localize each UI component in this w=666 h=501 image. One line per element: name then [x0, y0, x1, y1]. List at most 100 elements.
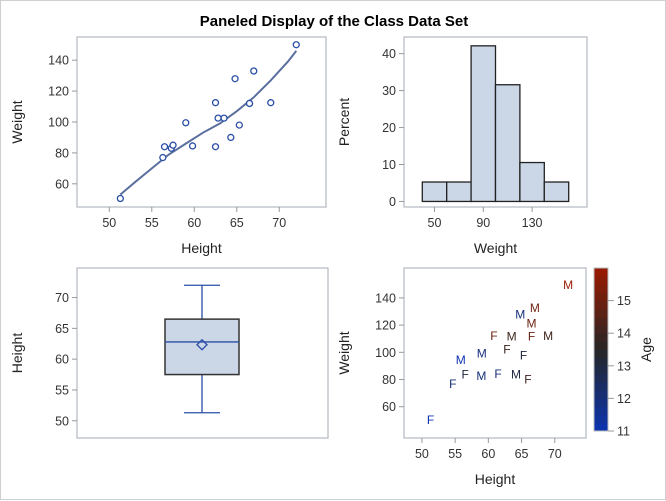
x-tick-label: 65 — [515, 447, 529, 461]
panel-2: 0 10 20 30 40 50 90 130 Weight Percent — [336, 36, 588, 256]
data-point-label: F — [490, 329, 497, 343]
colorbar-segment — [594, 373, 608, 383]
data-point — [188, 142, 197, 150]
mean-marker — [196, 338, 208, 351]
x-tick-label: 70 — [272, 216, 286, 230]
data-point — [159, 153, 167, 162]
data-point — [235, 121, 243, 129]
colorbar-segment — [594, 398, 608, 408]
data-point — [116, 194, 124, 203]
x-tick-label: 55 — [145, 216, 159, 230]
data-point-label: F — [427, 413, 434, 427]
data-point-label: M — [477, 347, 487, 361]
histogram-bar — [421, 181, 448, 203]
data-point-label: M — [456, 353, 466, 367]
data-point-label: M — [511, 368, 521, 382]
colorbar-segment — [594, 300, 608, 310]
colorbar-segment — [594, 308, 608, 318]
data-point — [169, 141, 177, 149]
y-axis-label: Percent — [336, 98, 352, 146]
x-axis-label: Weight — [474, 240, 517, 256]
colorbar-segment — [594, 406, 608, 416]
panel-1: 60 80 100 120 140 50 55 60 65 70 Height Weight — [9, 36, 327, 256]
x-tick-label: 130 — [522, 216, 543, 230]
y-tick-label: 55 — [55, 383, 69, 397]
colorbar-segment — [594, 316, 608, 326]
data-point — [250, 67, 258, 75]
colorbar-segment — [594, 365, 608, 375]
colorbar-segment — [594, 268, 608, 277]
colorbar-segment — [594, 325, 608, 334]
box-iqr — [164, 318, 240, 376]
x-axis-label: Height — [181, 240, 222, 256]
colorbar-tick-label: 15 — [617, 294, 631, 308]
y-tick-label: 20 — [382, 121, 396, 135]
y-tick-label: 50 — [55, 414, 69, 428]
x-tick-label: 55 — [448, 447, 462, 461]
histogram-bar — [446, 181, 472, 203]
data-point-label: M — [543, 329, 553, 343]
data-point-label: F — [494, 367, 501, 381]
data-point-label: F — [524, 372, 531, 386]
colorbar-segment — [594, 284, 608, 293]
colorbar-frame — [593, 267, 609, 432]
y-axis-label: Height — [9, 333, 25, 374]
y-tick-label: 80 — [382, 373, 396, 387]
y-tick-label: 140 — [48, 54, 69, 68]
x-axis-label: Height — [475, 471, 516, 487]
plot-frame — [76, 36, 327, 208]
data-point-label: M — [507, 329, 517, 343]
colorbar-segment — [594, 292, 608, 302]
colorbar-tick-label: 13 — [617, 359, 631, 373]
x-tick-label: 50 — [102, 216, 116, 230]
data-point — [214, 114, 222, 122]
data-point-label: M — [530, 301, 540, 315]
colorbar-segment — [594, 349, 608, 359]
x-tick-label: 50 — [415, 447, 429, 461]
y-tick-label: 120 — [375, 319, 396, 333]
colorbar-segment — [594, 390, 608, 399]
data-point — [231, 75, 239, 83]
y-tick-label: 60 — [55, 353, 69, 367]
data-point-label: M — [527, 317, 537, 331]
plot-frame — [403, 267, 587, 439]
data-point — [160, 143, 169, 151]
data-point — [220, 114, 228, 122]
y-tick-label: 10 — [382, 158, 396, 172]
histogram-bar — [470, 45, 497, 203]
data-point-label: F — [461, 368, 468, 382]
y-tick-label: 60 — [382, 400, 396, 414]
colorbar-segment — [594, 414, 608, 424]
data-point-label: F — [503, 342, 510, 356]
y-tick-label: 0 — [389, 195, 396, 209]
data-point-label: F — [520, 349, 527, 363]
data-point — [292, 41, 300, 49]
chart-title: Paneled Display of the Class Data Set — [200, 13, 468, 30]
data-point-label: F — [449, 377, 456, 391]
data-point — [245, 99, 254, 108]
y-tick-label: 120 — [48, 85, 69, 99]
colorbar-tick-label: 11 — [617, 425, 630, 439]
colorbar-segment — [594, 357, 608, 367]
y-tick-label: 65 — [55, 322, 69, 336]
data-point — [182, 119, 190, 127]
colorbar-label: Age — [638, 337, 654, 362]
y-tick-label: 60 — [55, 177, 69, 191]
colorbar-segment — [594, 382, 608, 391]
y-axis-label: Weight — [336, 331, 352, 374]
colorbar-tick-label: 14 — [617, 327, 631, 341]
colorbar-segment — [594, 276, 608, 285]
y-tick-label: 100 — [48, 116, 69, 130]
x-tick-label: 60 — [187, 216, 201, 230]
fit-curve — [119, 50, 298, 196]
x-tick-label: 90 — [476, 216, 490, 230]
data-point — [267, 99, 275, 107]
panel-3: 50 55 60 65 70 Height — [9, 267, 329, 439]
histogram-bar — [519, 161, 545, 203]
colorbar-segment — [594, 341, 608, 350]
data-point-label: F — [528, 330, 535, 344]
colorbar-segment — [594, 422, 608, 432]
data-point-label: M — [563, 278, 573, 292]
